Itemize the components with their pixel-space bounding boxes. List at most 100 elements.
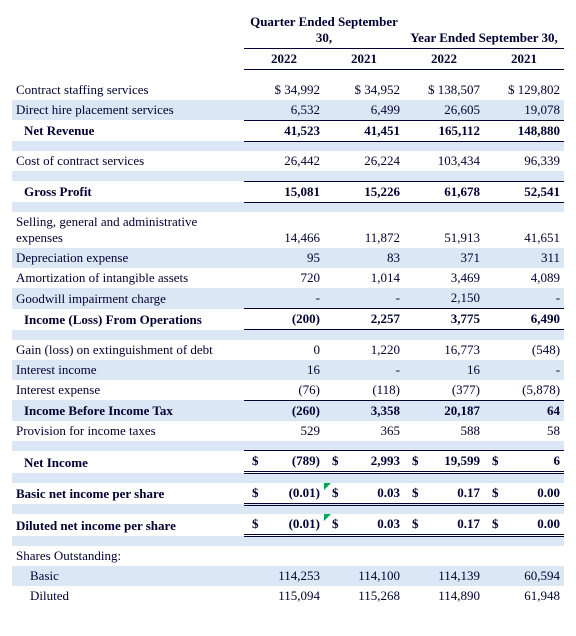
val-q2021: 1,220	[324, 340, 404, 360]
val-y2021: (5,878)	[484, 380, 564, 401]
val-q2021: 26,224	[324, 151, 404, 171]
label: Diluted net income per share	[12, 514, 244, 536]
val-y2022: 3,469	[404, 268, 484, 288]
val-q2021: $ 34,952	[324, 80, 404, 100]
val-q2022: (789)	[244, 451, 324, 473]
label: Cost of contract services	[12, 151, 244, 171]
row-net-revenue: Net Revenue 41,523 41,451 165,112 148,88…	[12, 120, 564, 141]
row-net-income: Net Income (789) 2,993 19,599 6	[12, 451, 564, 473]
val-q2021: -	[324, 360, 404, 380]
val-y2021: 64	[484, 400, 564, 421]
row-depreciation: Depreciation expense 95 83 371 311	[12, 248, 564, 268]
header-y-2022: 2022	[404, 49, 484, 70]
val-y2022: 165,112	[404, 120, 484, 141]
val-y2022: 114,139	[404, 566, 484, 586]
val-q2021: 0.03	[324, 483, 404, 505]
val-q2021: 2,257	[324, 309, 404, 330]
val-y2021: 148,880	[484, 120, 564, 141]
header-q-2022: 2022	[244, 49, 324, 70]
row-goodwill: Goodwill impairment charge - - 2,150 -	[12, 288, 564, 309]
val-q2021: 6,499	[324, 100, 404, 121]
val-q2022: $ 34,992	[244, 80, 324, 100]
val-q2021: 0.03	[324, 514, 404, 536]
val-q2021: 365	[324, 421, 404, 441]
val-y2021: 58	[484, 421, 564, 441]
val-q2021: -	[324, 288, 404, 309]
val-q2022: (260)	[244, 400, 324, 421]
val-y2021: 41,651	[484, 212, 564, 248]
val-q2021: 2,993	[324, 451, 404, 473]
val-y2022: 3,775	[404, 309, 484, 330]
label: Gross Profit	[12, 181, 244, 202]
val-y2021: 61,948	[484, 586, 564, 606]
val-q2021: 114,100	[324, 566, 404, 586]
val-y2022: 588	[404, 421, 484, 441]
label: Selling, general and administrative expe…	[12, 212, 244, 248]
val-q2022: (0.01)	[244, 514, 324, 536]
val-y2022: 16,773	[404, 340, 484, 360]
row-amortization: Amortization of intangible assets 720 1,…	[12, 268, 564, 288]
val-y2021: 0.00	[484, 514, 564, 536]
row-shares-outstanding: Shares Outstanding:	[12, 546, 564, 566]
val-y2022: 20,187	[404, 400, 484, 421]
header-years: 2022 2021 2022 2021	[12, 49, 564, 70]
val-q2022: 720	[244, 268, 324, 288]
val-q2022: 529	[244, 421, 324, 441]
val-y2022: 371	[404, 248, 484, 268]
val-q2021: 3,358	[324, 400, 404, 421]
val-q2022: 15,081	[244, 181, 324, 202]
val-q2022: 14,466	[244, 212, 324, 248]
val-y2021: 311	[484, 248, 564, 268]
val-y2021: (548)	[484, 340, 564, 360]
val-y2022: 103,434	[404, 151, 484, 171]
row-contract-staffing: Contract staffing services $ 34,992 $ 34…	[12, 80, 564, 100]
val-y2022: 2,150	[404, 288, 484, 309]
val-y2022: 0.17	[404, 483, 484, 505]
val-q2022: 16	[244, 360, 324, 380]
row-gain-loss-debt: Gain (loss) on extinguishment of debt 0 …	[12, 340, 564, 360]
row-cost-of-contract: Cost of contract services 26,442 26,224 …	[12, 151, 564, 171]
header-q-2021: 2021	[324, 49, 404, 70]
label: Goodwill impairment charge	[12, 288, 244, 309]
row-interest-expense: Interest expense (76) (118) (377) (5,878…	[12, 380, 564, 401]
label: Direct hire placement services	[12, 100, 244, 121]
val-q2021: 1,014	[324, 268, 404, 288]
val-y2021: 96,339	[484, 151, 564, 171]
val-q2022: -	[244, 288, 324, 309]
row-direct-hire: Direct hire placement services 6,532 6,4…	[12, 100, 564, 121]
label: Basic net income per share	[12, 483, 244, 505]
val-q2021: 83	[324, 248, 404, 268]
label: Interest expense	[12, 380, 244, 401]
val-q2021: (118)	[324, 380, 404, 401]
val-y2021: 52,541	[484, 181, 564, 202]
label: Shares Outstanding:	[12, 546, 244, 566]
val-q2022: (0.01)	[244, 483, 324, 505]
label: Income Before Income Tax	[12, 400, 244, 421]
header-quarter: Quarter Ended September 30,	[244, 12, 404, 49]
val-y2021: -	[484, 360, 564, 380]
val-q2022: 115,094	[244, 586, 324, 606]
header-period-groups: Quarter Ended September 30, Year Ended S…	[12, 12, 564, 49]
val-q2022: 41,523	[244, 120, 324, 141]
label: Basic	[12, 566, 244, 586]
income-statement-table: Quarter Ended September 30, Year Ended S…	[12, 12, 564, 606]
row-sga: Selling, general and administrative expe…	[12, 212, 564, 248]
val-y2021: 4,089	[484, 268, 564, 288]
val-y2022: 51,913	[404, 212, 484, 248]
val-q2022: 6,532	[244, 100, 324, 121]
val-q2021: 41,451	[324, 120, 404, 141]
label: Income (Loss) From Operations	[12, 309, 244, 330]
row-provision-tax: Provision for income taxes 529 365 588 5…	[12, 421, 564, 441]
val-q2022: 26,442	[244, 151, 324, 171]
label: Amortization of intangible assets	[12, 268, 244, 288]
header-y-2021: 2021	[484, 49, 564, 70]
val-q2022: (200)	[244, 309, 324, 330]
label: Net Revenue	[12, 120, 244, 141]
val-y2022: 114,890	[404, 586, 484, 606]
val-q2021: 15,226	[324, 181, 404, 202]
label: Net Income	[12, 451, 244, 473]
row-income-before-tax: Income Before Income Tax (260) 3,358 20,…	[12, 400, 564, 421]
row-shares-basic: Basic 114,253 114,100 114,139 60,594	[12, 566, 564, 586]
label: Diluted	[12, 586, 244, 606]
val-y2021: 6	[484, 451, 564, 473]
